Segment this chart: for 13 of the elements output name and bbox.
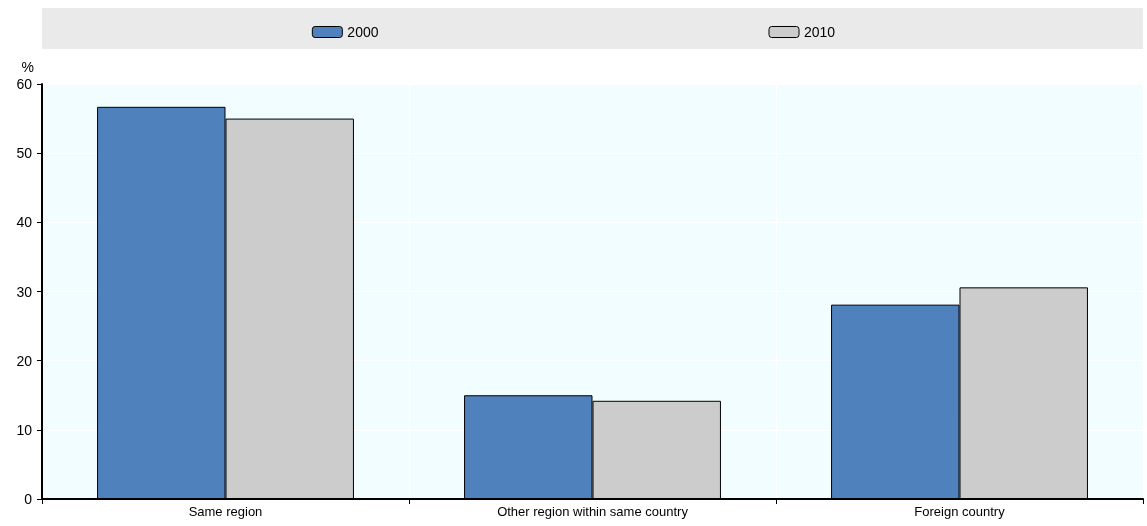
y-tick-label: 40 xyxy=(16,214,33,231)
y-tick-label: 60 xyxy=(16,76,33,92)
y-tick-label: 0 xyxy=(24,491,33,507)
x-tick-label: Same region xyxy=(188,504,263,519)
y-tick-label: 20 xyxy=(16,352,33,369)
y-tick-label: 10 xyxy=(16,421,33,438)
y-tick-label: 30 xyxy=(16,283,33,300)
x-tick-label: Other region within same country xyxy=(497,504,689,519)
legend-label: 2010 xyxy=(804,24,836,40)
y-axis-title: % xyxy=(21,59,34,75)
legend-label: 2000 xyxy=(347,24,379,40)
y-tick-label: 50 xyxy=(16,145,33,162)
x-tick-label: Foreign country xyxy=(914,504,1006,519)
